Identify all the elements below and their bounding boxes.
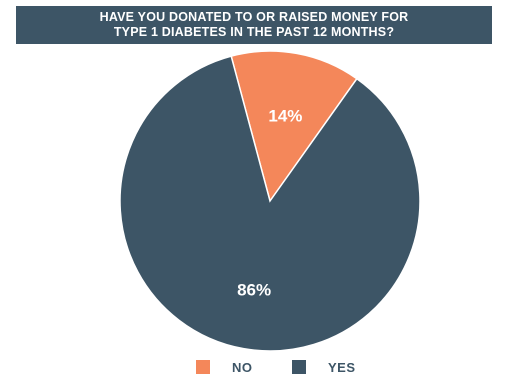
chart-legend: NO YES bbox=[0, 357, 508, 377]
legend-item-yes: YES bbox=[292, 357, 356, 377]
chart-title: HAVE YOU DONATED TO OR RAISED MONEY FOR … bbox=[16, 6, 492, 44]
slice-label-yes: 86% bbox=[237, 281, 271, 300]
legend-item-no: NO bbox=[196, 357, 253, 377]
legend-label-no: NO bbox=[232, 359, 253, 375]
legend-swatch-yes bbox=[292, 360, 306, 374]
legend-swatch-no bbox=[196, 360, 210, 374]
legend-label-yes: YES bbox=[328, 359, 356, 375]
chart-title-line-2: TYPE 1 DIABETES IN THE PAST 12 MONTHS? bbox=[113, 25, 395, 39]
chart-title-line-1: HAVE YOU DONATED TO OR RAISED MONEY FOR bbox=[99, 10, 409, 24]
pie-slice-no bbox=[230, 50, 358, 203]
slice-label-no: 14% bbox=[268, 106, 302, 125]
pie-slice-yes bbox=[119, 55, 421, 352]
